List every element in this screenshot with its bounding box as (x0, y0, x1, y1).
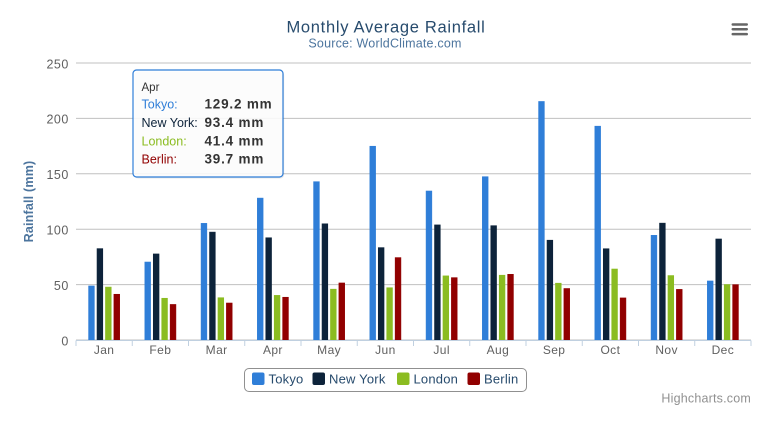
svg-text:New York: New York (329, 372, 386, 387)
svg-text:Rainfall (mm): Rainfall (mm) (22, 161, 36, 243)
svg-text:Apr: Apr (263, 343, 283, 357)
svg-text:0: 0 (61, 334, 68, 348)
svg-text:Sep: Sep (543, 343, 566, 357)
svg-text:Berlin:: Berlin: (142, 153, 177, 167)
svg-text:50: 50 (54, 279, 69, 293)
svg-text:Source: WorldClimate.com: Source: WorldClimate.com (308, 37, 461, 51)
svg-text:May: May (317, 343, 341, 357)
svg-text:100: 100 (46, 224, 68, 238)
svg-text:Apr: Apr (142, 82, 160, 94)
svg-text:Jul: Jul (433, 343, 450, 357)
svg-text:200: 200 (46, 113, 68, 127)
svg-text:250: 250 (46, 57, 68, 71)
svg-text:Tokyo:: Tokyo: (142, 98, 178, 112)
svg-text:Nov: Nov (655, 343, 678, 357)
svg-text:39.7 mm: 39.7 mm (205, 152, 265, 167)
svg-text:93.4 mm: 93.4 mm (205, 115, 265, 130)
svg-text:Jan: Jan (94, 343, 115, 357)
svg-text:41.4 mm: 41.4 mm (205, 133, 265, 148)
svg-text:Berlin: Berlin (484, 372, 518, 387)
svg-text:129.2 mm: 129.2 mm (205, 97, 273, 112)
svg-text:Jun: Jun (375, 343, 396, 357)
svg-text:150: 150 (46, 168, 68, 182)
svg-text:Monthly Average Rainfall: Monthly Average Rainfall (286, 19, 485, 37)
svg-text:Dec: Dec (712, 343, 735, 357)
svg-text:Tokyo: Tokyo (269, 372, 304, 387)
svg-text:London: London (414, 372, 459, 387)
svg-text:New York:: New York: (142, 116, 198, 130)
svg-text:Feb: Feb (149, 343, 171, 357)
svg-text:London:: London: (142, 134, 187, 148)
svg-text:Highcharts.com: Highcharts.com (661, 392, 751, 406)
svg-text:Oct: Oct (600, 343, 620, 357)
svg-text:Aug: Aug (487, 343, 510, 357)
svg-text:Mar: Mar (206, 343, 228, 357)
